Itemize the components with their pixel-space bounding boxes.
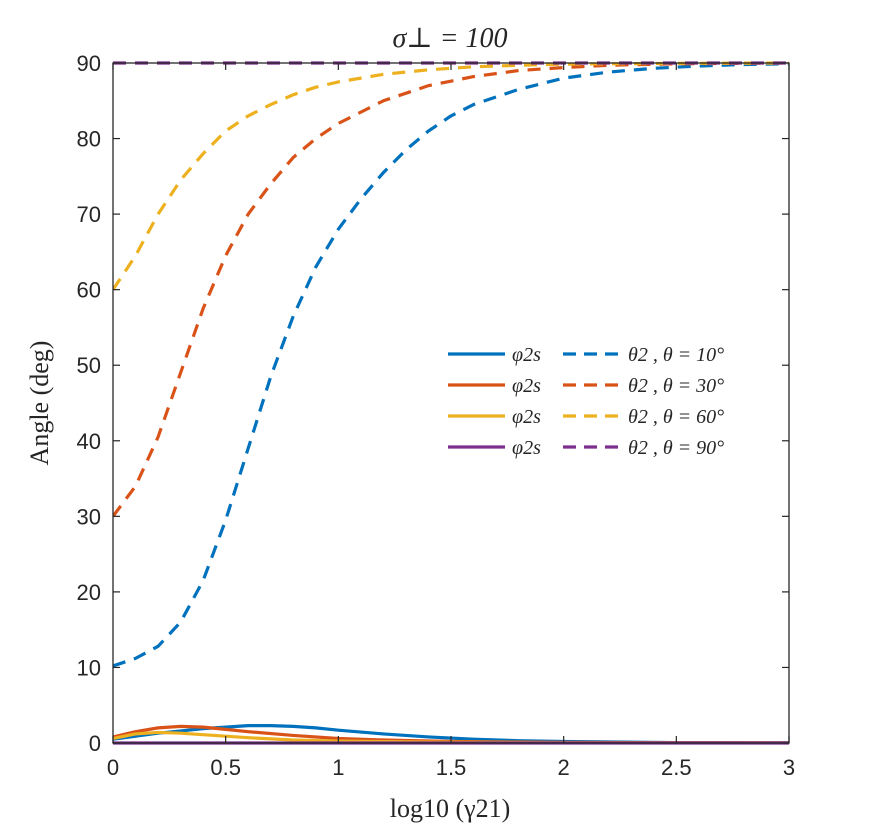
x-tick-label: 0 <box>107 755 119 780</box>
y-tick-label: 60 <box>77 278 101 303</box>
x-tick-label: 1 <box>332 755 344 780</box>
legend-solid-label: φ2s <box>512 375 541 397</box>
x-tick-label: 2 <box>558 755 570 780</box>
series-line-theta2-theta60 <box>113 61 789 291</box>
series-line-theta2-theta30 <box>113 61 789 518</box>
x-axis: 0 0.5 1 1.5 2 2.5 3 <box>107 63 795 780</box>
legend-dashed-label: θ2 , θ = 10° <box>628 344 724 366</box>
y-tick-label: 70 <box>77 202 101 227</box>
legend-entry: φ2s θ2 , θ = 10° <box>448 344 724 366</box>
plot-area <box>113 61 789 745</box>
legend-solid-label: φ2s <box>512 344 541 366</box>
y-tick-label: 30 <box>77 504 101 529</box>
y-tick-label: 90 <box>77 51 101 76</box>
x-tick-label: 0.5 <box>210 755 241 780</box>
legend: φ2s θ2 , θ = 10° φ2s θ2 , θ = 30° φ2s θ2 , θ … <box>448 344 724 459</box>
y-tick-label: 0 <box>89 731 101 756</box>
y-tick-label: 50 <box>77 353 101 378</box>
y-axis: 0 10 20 30 40 50 60 70 80 90 <box>77 51 789 756</box>
legend-dashed-label: θ2 , θ = 30° <box>628 375 724 397</box>
axes-box <box>112 62 790 744</box>
y-tick-label: 10 <box>77 655 101 680</box>
legend-entry: φ2s θ2 , θ = 30° <box>448 375 724 397</box>
x-tick-label: 1.5 <box>436 755 467 780</box>
legend-entry: φ2s θ2 , θ = 90° <box>448 437 724 459</box>
legend-entry: φ2s θ2 , θ = 60° <box>448 406 724 428</box>
legend-dashed-label: θ2 , θ = 90° <box>628 437 724 459</box>
legend-solid-label: φ2s <box>512 406 541 428</box>
x-tick-label: 3 <box>783 755 795 780</box>
x-tick-label: 2.5 <box>661 755 692 780</box>
y-tick-label: 20 <box>77 580 101 605</box>
chart-title: σ⊥ = 100 <box>392 23 507 54</box>
legend-solid-label: φ2s <box>512 437 541 459</box>
y-tick-label: 80 <box>77 127 101 152</box>
x-axis-label: log10 (γ21) <box>390 794 511 823</box>
y-tick-label: 40 <box>77 429 101 454</box>
y-axis-label: Angle (deg) <box>25 341 54 466</box>
series-line-theta2-theta10 <box>113 62 789 668</box>
legend-dashed-label: θ2 , θ = 60° <box>628 406 724 428</box>
